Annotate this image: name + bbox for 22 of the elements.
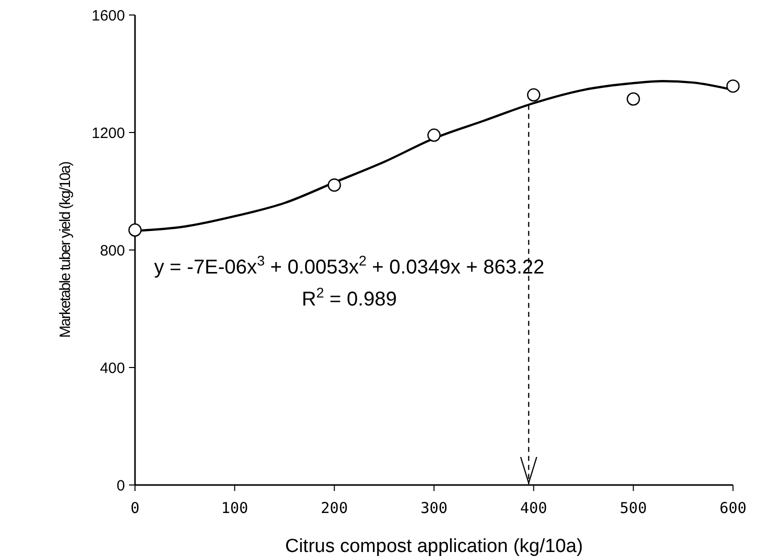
- x-tick-label: 600: [719, 499, 747, 517]
- y-axis-title: Marketable tuber yield (kg/10a): [57, 161, 74, 338]
- point: [527, 88, 540, 102]
- point: [128, 223, 142, 237]
- y-tick-label: 1600: [92, 7, 125, 24]
- x-tick-label: 0: [130, 499, 140, 517]
- x-tick-label: 300: [420, 499, 448, 517]
- annotation: y = -7E-06x$^{3}$ + 0.0053x$^{2}$ + 0.0349x + 863.22: [154, 252, 544, 278]
- annotation: R$^{2}$ = 0.989: [302, 284, 397, 310]
- y-tick-label: 400: [100, 360, 125, 377]
- point: [626, 92, 640, 106]
- x-tick-label: 400: [520, 499, 548, 517]
- x-axis-title: Citrus compost application (kg/10a): [285, 536, 583, 557]
- point: [328, 178, 341, 192]
- x-tick-label: 100: [221, 499, 248, 517]
- point: [427, 128, 441, 142]
- y-tick-label: 0: [116, 477, 125, 494]
- point: [726, 79, 740, 93]
- x-tick-label: 200: [320, 499, 348, 517]
- y-tick-label: 1200: [92, 124, 125, 142]
- y-tick-label: 800: [100, 242, 125, 260]
- x-tick-label: 500: [620, 499, 647, 517]
